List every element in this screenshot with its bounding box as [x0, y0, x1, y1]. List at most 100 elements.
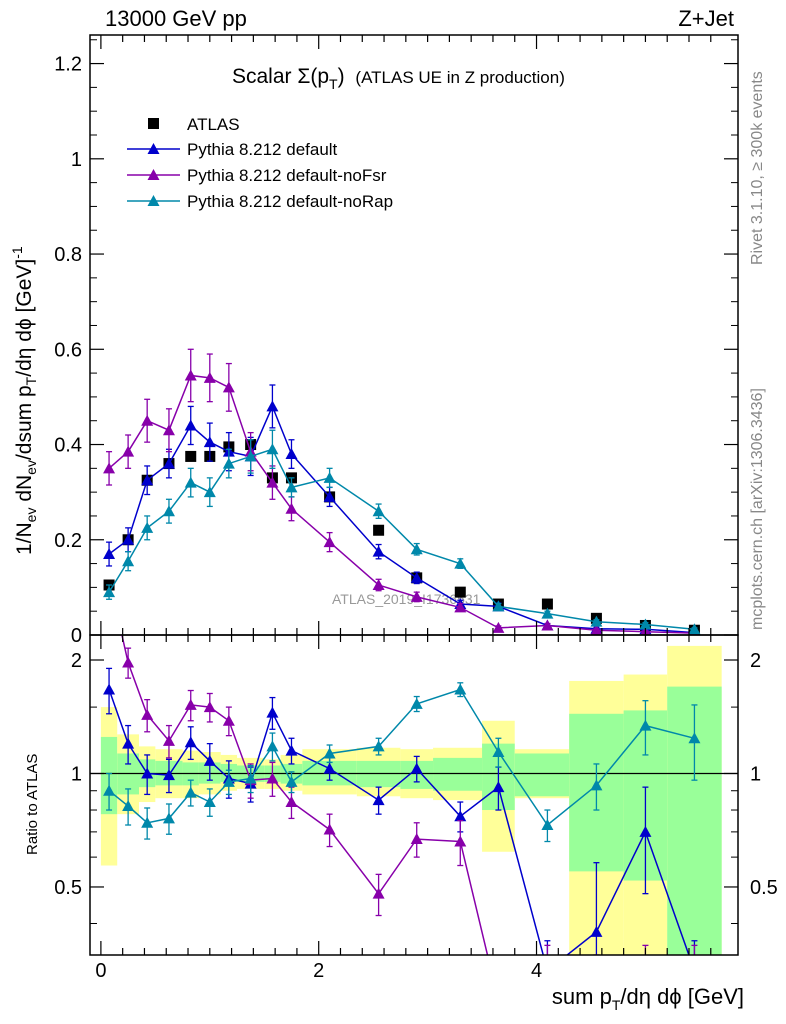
- ratio-ytick-label: 1: [71, 763, 82, 785]
- title-main: Scalar Σ(p: [232, 65, 329, 88]
- ratio-point-default: [323, 762, 336, 774]
- ratio-marks: [90, 635, 738, 976]
- legend-label-atlas: ATLAS: [187, 115, 240, 134]
- ratio-point-default: [639, 825, 652, 837]
- main-point-default: [141, 474, 154, 486]
- ratio-point-nofsr: [541, 965, 553, 976]
- ratio-point-norap: [492, 746, 505, 758]
- main-point-nofsr: [541, 619, 554, 631]
- main-ytick-label: 1.2: [54, 54, 82, 76]
- main-point-norap: [203, 486, 216, 498]
- main-point-norap: [590, 615, 603, 627]
- legend-item-default: Pythia 8.212 default: [127, 140, 338, 159]
- ratio-point-norap: [222, 775, 235, 787]
- ratio-band-inner: [433, 757, 483, 791]
- main-ytick-label: 0.2: [54, 530, 82, 552]
- ratio-point-default: [454, 810, 467, 822]
- main-point-default: [372, 545, 385, 557]
- ratio-point-nofsr: [162, 734, 175, 746]
- main-point-default: [285, 448, 298, 460]
- ratio-ylabel: Ratio to ATLAS: [24, 754, 41, 855]
- legend-marker-norap: [147, 195, 160, 206]
- ratio-point-default: [410, 762, 423, 774]
- main-point-norap: [688, 623, 701, 635]
- ratio-ticks: 0 2 4 0.5 0.5 1 1 2 2: [54, 635, 778, 982]
- main-point-nofsr: [323, 536, 336, 548]
- ratio-point-default: [492, 781, 505, 793]
- main-point-nofsr: [285, 502, 298, 514]
- main-point-norap: [541, 607, 554, 619]
- ratio-point-norap: [285, 775, 298, 787]
- ratio-ytick-label: 0.5: [54, 877, 82, 899]
- ratio-xtick-label: 4: [531, 960, 542, 982]
- ratio-point-default: [203, 754, 216, 766]
- ratio-point-nofsr: [222, 714, 235, 726]
- xlabel-p2: /dη dϕ [GeV]: [620, 984, 744, 1009]
- ylabel-p6: /dη dϕ [GeV]: [13, 259, 36, 377]
- ratio-point-default: [141, 767, 154, 779]
- ratio-point-norap: [122, 799, 135, 811]
- ylabel-p7: -1: [9, 246, 25, 259]
- ratio-frame: [89, 634, 739, 956]
- legend-label-default: Pythia 8.212 default: [187, 140, 338, 159]
- main-point-norap: [492, 600, 505, 612]
- ratio-point-nofsr: [285, 796, 298, 808]
- ratio-point-default: [103, 683, 116, 695]
- main-point-atlas: [541, 598, 553, 610]
- main-series-norap: [103, 429, 701, 635]
- main-point-nofsr: [203, 371, 216, 383]
- main-point-default: [323, 490, 336, 502]
- ratio-point-norap: [184, 786, 197, 798]
- main-point-norap: [639, 618, 652, 630]
- main-point-norap: [285, 481, 298, 493]
- ratio-ytick-label-right: 1: [750, 763, 761, 785]
- ratio-point-nofsr: [122, 656, 135, 668]
- ratio-point-norap: [162, 812, 175, 824]
- main-point-norap: [244, 450, 257, 462]
- title-close: ): [338, 65, 345, 88]
- ratio-point-norap: [266, 740, 279, 752]
- ratio-point-norap: [688, 732, 701, 744]
- legend-marker-default: [147, 143, 160, 154]
- main-point-nofsr: [266, 476, 279, 488]
- main-point-norap: [122, 555, 135, 567]
- main-point-norap: [184, 476, 197, 488]
- ratio-point-norap: [244, 772, 257, 784]
- main-point-norap: [372, 505, 385, 517]
- main-point-default: [162, 457, 175, 469]
- legend-marker-nofsr: [147, 169, 160, 180]
- ratio-point-norap: [103, 784, 116, 796]
- main-point-nofsr: [103, 462, 116, 474]
- ratio-point-nofsr: [323, 823, 336, 835]
- main-point-norap: [141, 521, 154, 533]
- main-point-norap: [103, 586, 116, 598]
- ratio-point-default: [688, 965, 700, 976]
- ratio-point-default: [184, 736, 197, 748]
- legend-label-norap: Pythia 8.212 default-noRap: [187, 192, 393, 211]
- ratio-point-norap: [590, 779, 603, 791]
- ratio-point-norap: [372, 740, 385, 752]
- main-point-atlas: [373, 524, 385, 536]
- ratio-point-default: [590, 925, 603, 937]
- main-point-norap: [323, 471, 336, 483]
- ratio-ytick-label-right: 0.5: [750, 877, 778, 899]
- chart-title: Scalar Σ(pT) (ATLAS UE in Z production): [232, 65, 565, 92]
- ratio-series-norap: [103, 682, 701, 843]
- main-point-nofsr: [590, 624, 603, 635]
- main-ytick-label: 0.6: [54, 339, 82, 361]
- ratio-bands: [100, 645, 722, 955]
- ylabel-p4: /dsum p: [13, 385, 36, 460]
- main-ylabel: 1/Nev dNev/dsum pT/dη dϕ [GeV]-1: [9, 246, 39, 555]
- ratio-point-nofsr: [688, 965, 700, 976]
- legend-item-norap: Pythia 8.212 default-noRap: [127, 192, 393, 211]
- main-point-nofsr: [162, 424, 175, 436]
- mcplots-label: mcplots.cern.ch [arXiv:1306.3436]: [749, 388, 766, 630]
- ylabel-p5: T: [23, 376, 39, 385]
- ratio-point-norap: [203, 796, 216, 808]
- main-point-nofsr: [410, 590, 423, 602]
- main-point-default: [103, 548, 116, 560]
- ratio-point-nofsr: [410, 833, 423, 845]
- ratio-point-nofsr: [203, 701, 216, 713]
- ratio-band-inner: [514, 753, 570, 797]
- main-point-norap: [454, 557, 467, 569]
